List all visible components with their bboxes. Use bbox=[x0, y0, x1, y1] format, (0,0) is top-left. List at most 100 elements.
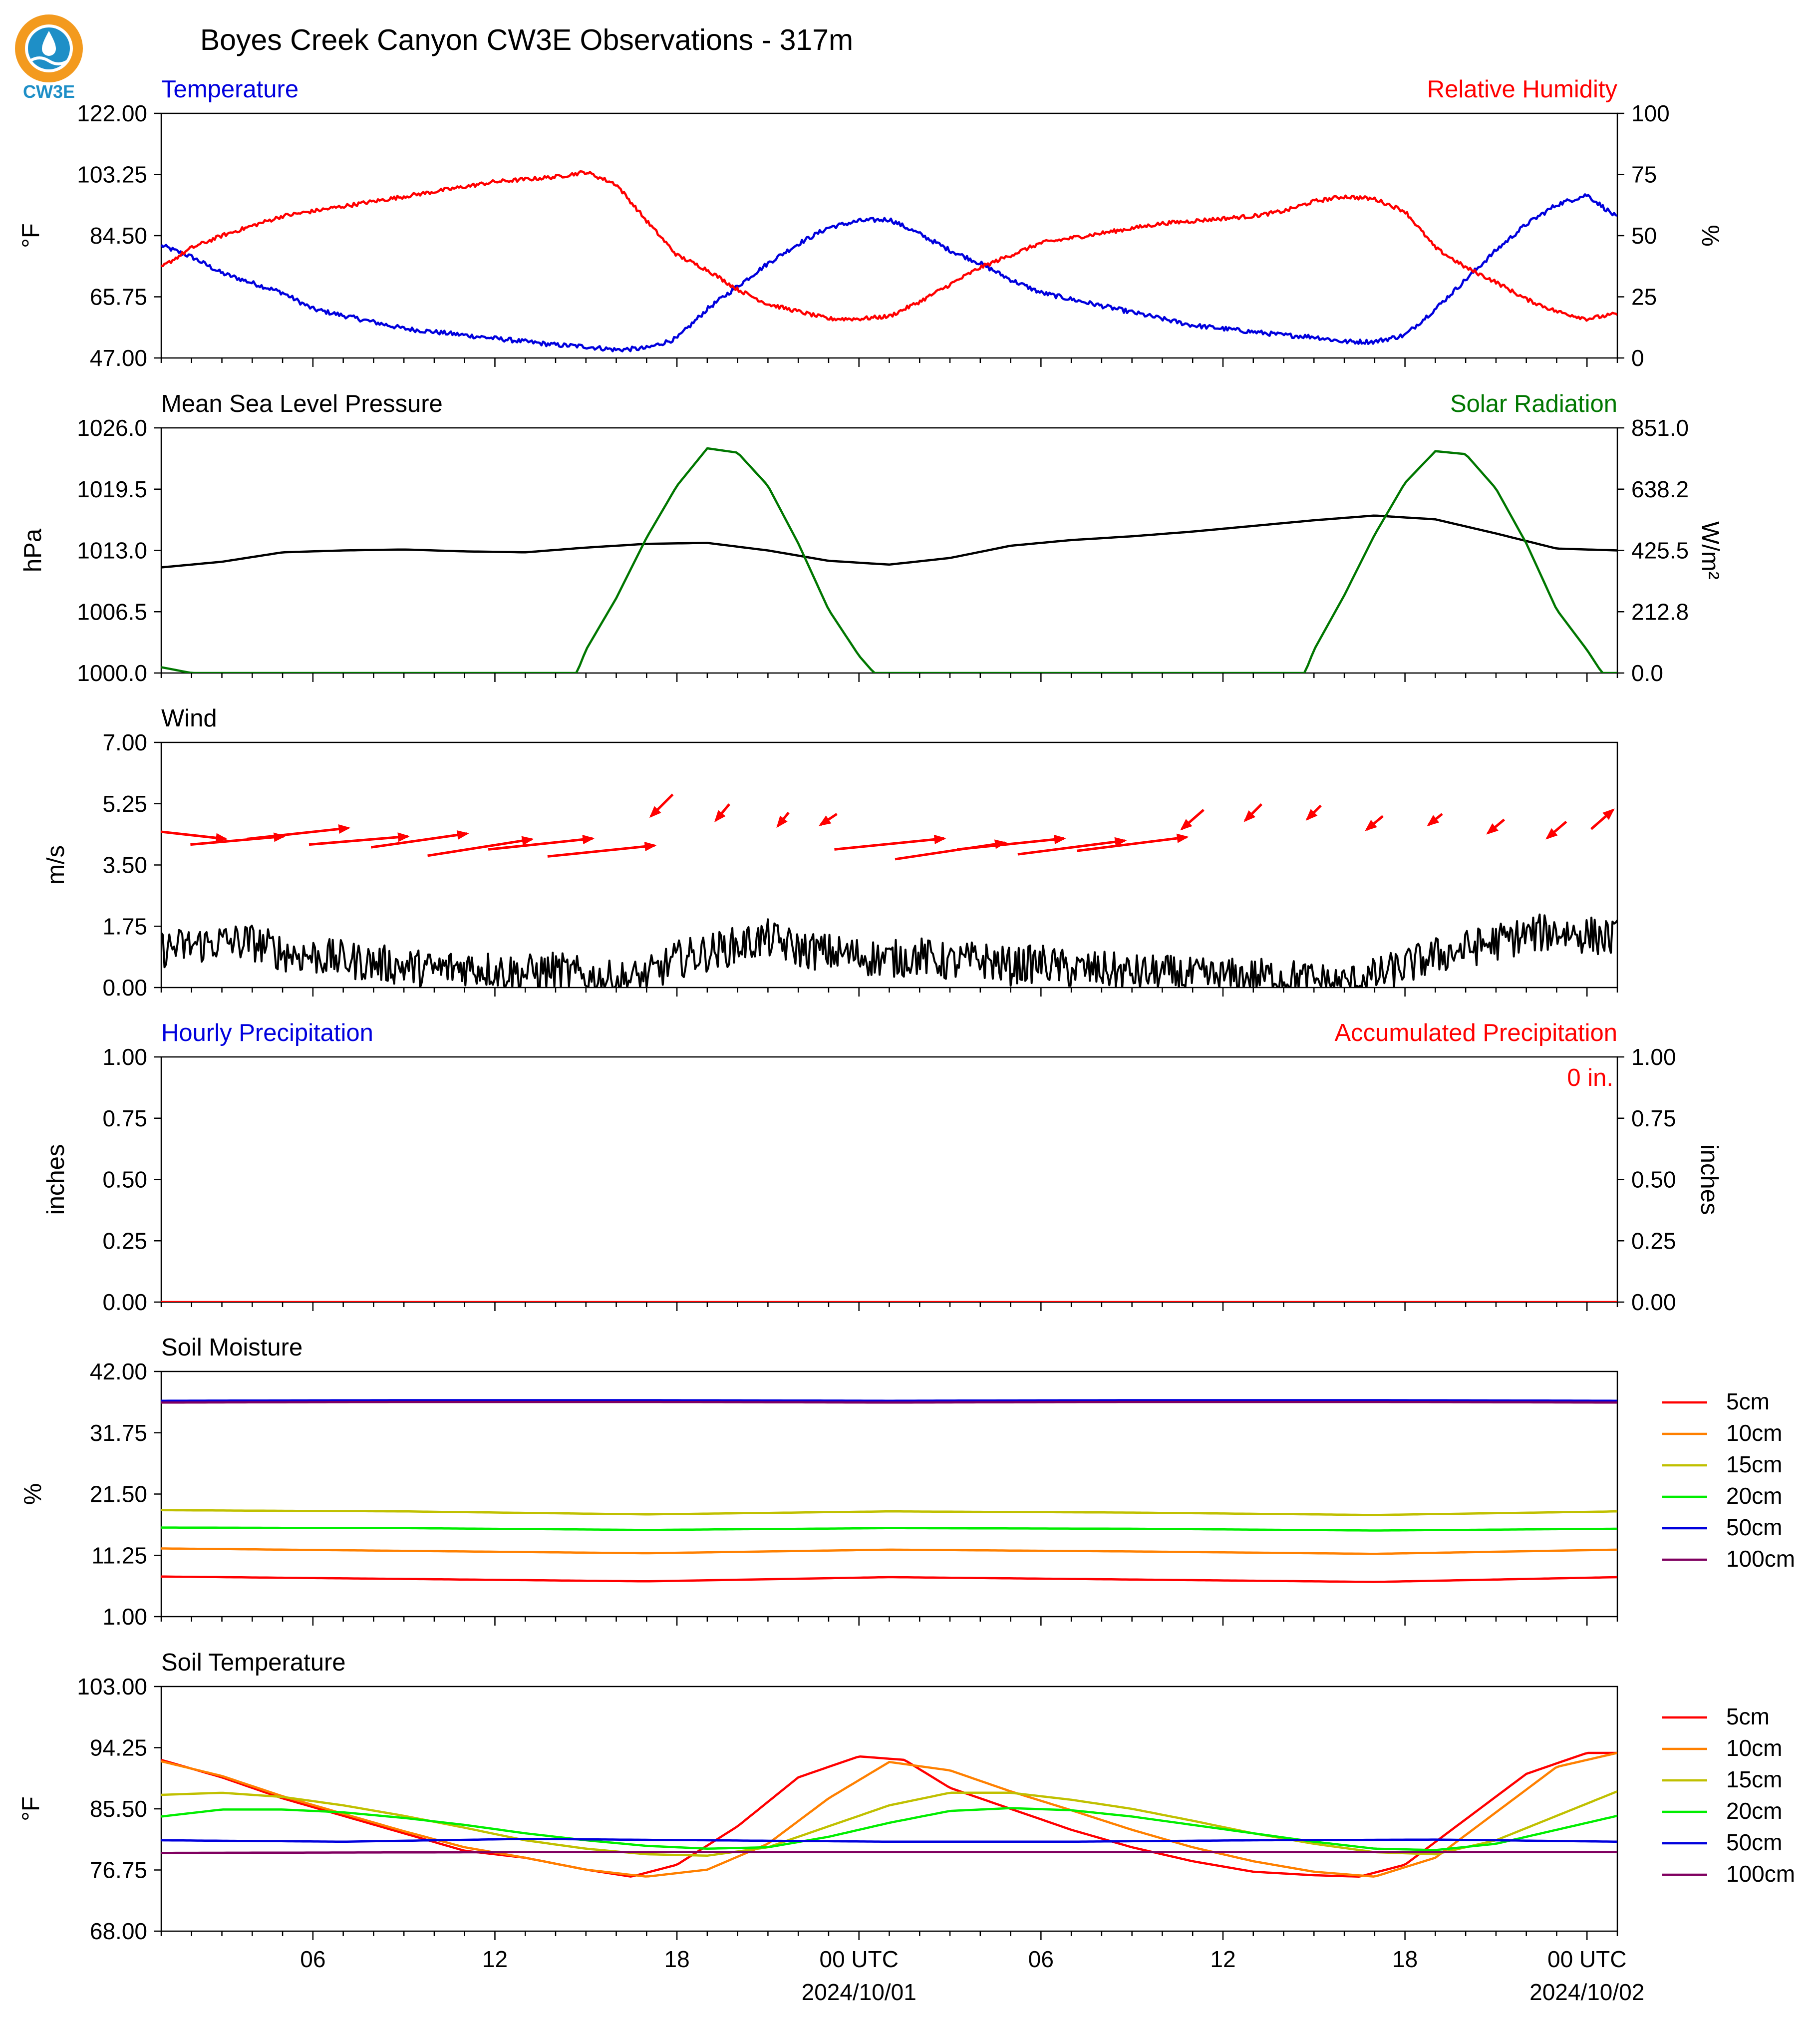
wind-arrow-shaft bbox=[488, 837, 593, 851]
y-axis-label-right: W/m² bbox=[1697, 521, 1724, 580]
wind-arrow-head bbox=[1427, 815, 1440, 826]
series-group bbox=[161, 1399, 1617, 1583]
y-tick-label-right: 25 bbox=[1631, 284, 1657, 310]
wind-arrow-head bbox=[776, 815, 788, 828]
y-tick-label-left: 31.75 bbox=[90, 1420, 147, 1446]
wind-arrow-head bbox=[521, 836, 534, 846]
x-tick-label: 06 bbox=[1028, 1946, 1054, 1972]
y-tick-label-left: 65.75 bbox=[90, 284, 147, 310]
series-5cm bbox=[161, 1751, 1617, 1878]
panel-precip: Hourly Precipitation Accumulated Precipit… bbox=[42, 1019, 1723, 1315]
series-solar-radiation bbox=[161, 447, 1617, 673]
y-axis-label-left: °F bbox=[17, 223, 44, 248]
wind-arrow bbox=[190, 832, 286, 846]
series-group bbox=[161, 793, 1617, 988]
series-50cm bbox=[161, 1399, 1617, 1402]
wind-arrow bbox=[957, 834, 1066, 851]
wind-arrow-head bbox=[644, 841, 657, 851]
wind-arrow-shaft bbox=[427, 838, 532, 857]
series-50cm bbox=[161, 1837, 1617, 1843]
y-tick-label-left: 122.00 bbox=[77, 100, 147, 126]
wind-arrow bbox=[714, 803, 730, 822]
series-group bbox=[161, 170, 1617, 352]
wind-arrow-shaft bbox=[1077, 836, 1187, 852]
panel-mslp_solar: Mean Sea Level Pressure Solar Radiation 10… bbox=[19, 390, 1724, 686]
y-axis-label-left: m/s bbox=[42, 845, 69, 885]
y-tick-label-right: 0 bbox=[1631, 345, 1644, 371]
y-tick-label-right: 100 bbox=[1631, 100, 1670, 126]
legend-label: 100cm bbox=[1726, 1546, 1795, 1572]
legend-label: 20cm bbox=[1726, 1798, 1782, 1824]
x-tick-label: 06 bbox=[300, 1946, 325, 1972]
legend-label: 10cm bbox=[1726, 1735, 1782, 1761]
y-tick-label-left: 85.50 bbox=[90, 1796, 147, 1822]
y-axis-label-left: °F bbox=[17, 1796, 44, 1821]
cw3e-logo: CW3E bbox=[15, 14, 83, 102]
wind-arrow-shaft bbox=[370, 832, 468, 849]
precip-total-label: 0 in. bbox=[1567, 1064, 1613, 1091]
series-mean-sea-level-pressure bbox=[161, 514, 1617, 569]
panel-frame bbox=[160, 1370, 1618, 1618]
logo-drop-icon bbox=[42, 31, 56, 56]
wind-arrow bbox=[834, 834, 946, 851]
y-tick-label-right: 0.0 bbox=[1631, 660, 1663, 686]
wind-arrow bbox=[1017, 837, 1127, 856]
panel-title-left: Soil Temperature bbox=[161, 1649, 346, 1676]
y-tick-label-left: 0.00 bbox=[102, 1289, 147, 1315]
panels: Temperature Relative Humidity 47.00 65.75 84… bbox=[17, 76, 1795, 1944]
panel-soil_temp: Soil Temperature 68.00 76.75 85.50 94.25 103.… bbox=[17, 1649, 1795, 1944]
legend-label: 15cm bbox=[1726, 1451, 1782, 1477]
wind-arrow-head bbox=[1486, 823, 1499, 835]
panel-title-left: Wind bbox=[161, 705, 217, 732]
x-date-label: 2024/10/01 bbox=[802, 1979, 916, 2005]
y-tick-label-left: 1000.0 bbox=[77, 660, 147, 686]
y-tick-label-left: 103.25 bbox=[77, 162, 147, 188]
y-tick-label-left: 1006.5 bbox=[77, 599, 147, 625]
panel-title-right: Accumulated Precipitation bbox=[1334, 1019, 1617, 1046]
panel-title-left: Temperature bbox=[161, 76, 299, 103]
panel-frame bbox=[160, 112, 1618, 359]
wind-arrow bbox=[370, 830, 469, 849]
wind-arrow-head bbox=[456, 830, 469, 840]
y-tick-label-left: 47.00 bbox=[90, 345, 147, 371]
wind-arrow bbox=[649, 793, 674, 818]
legend-label: 20cm bbox=[1726, 1483, 1782, 1509]
wind-arrow-head bbox=[1545, 828, 1558, 840]
y-tick-label-left: 5.25 bbox=[102, 791, 147, 817]
wind-arrow-shaft bbox=[247, 826, 349, 840]
y-axis-label-right: % bbox=[1697, 225, 1724, 247]
x-tick-label: 18 bbox=[1392, 1946, 1418, 1972]
y-tick-label-right: 1.00 bbox=[1631, 1044, 1676, 1070]
wind-arrow-shaft bbox=[547, 844, 655, 858]
y-tick-label-left: 7.00 bbox=[102, 729, 147, 755]
y-tick-label-right: 212.8 bbox=[1631, 599, 1689, 625]
series-group bbox=[161, 1751, 1617, 1878]
wind-arrow-shaft bbox=[161, 830, 226, 840]
y-axis-label-left: hPa bbox=[19, 528, 46, 572]
wind-arrow-head bbox=[1602, 808, 1615, 820]
wind-arrow-head bbox=[819, 815, 832, 826]
series-temperature bbox=[161, 193, 1617, 352]
wind-arrow-shaft bbox=[957, 837, 1065, 851]
series-10cm bbox=[161, 1547, 1617, 1555]
y-tick-label-left: 103.00 bbox=[77, 1674, 147, 1699]
series-wind-speed bbox=[161, 913, 1617, 988]
y-tick-label-left: 0.75 bbox=[102, 1105, 147, 1131]
wind-arrow bbox=[1243, 803, 1263, 822]
y-axis-label-left: % bbox=[19, 1483, 46, 1505]
legend-label: 15cm bbox=[1726, 1766, 1782, 1792]
wind-arrow bbox=[1590, 808, 1615, 830]
y-axis-label-left: inches bbox=[42, 1144, 69, 1215]
wind-arrow-head bbox=[1305, 809, 1318, 821]
wind-arrow bbox=[1486, 818, 1506, 835]
series-20cm bbox=[161, 1526, 1617, 1532]
wind-arrow-head bbox=[714, 810, 726, 822]
legend-label: 5cm bbox=[1726, 1703, 1770, 1729]
y-tick-label-left: 0.00 bbox=[102, 975, 147, 1001]
panel-title-right: Relative Humidity bbox=[1427, 76, 1618, 103]
y-tick-label-left: 1026.0 bbox=[77, 415, 147, 441]
chart-title: Boyes Creek Canyon CW3E Observations - 3… bbox=[200, 23, 853, 56]
series-20cm bbox=[161, 1807, 1617, 1851]
wind-arrow bbox=[1305, 804, 1322, 821]
y-tick-label-left: 21.50 bbox=[90, 1481, 147, 1507]
